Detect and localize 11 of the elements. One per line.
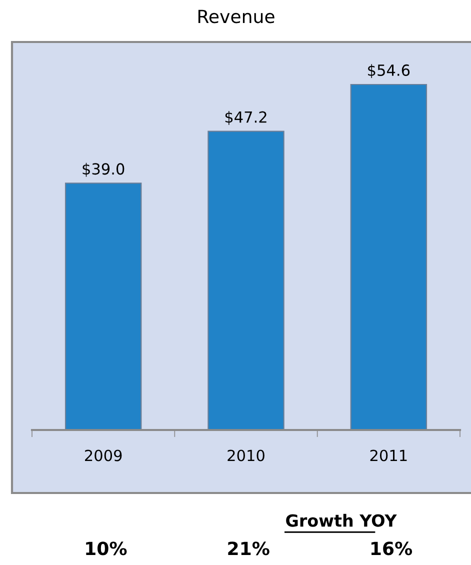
data-label: $47.2: [225, 110, 266, 125]
x-tick-label: 2009: [85, 450, 122, 462]
data-label: $39.0: [82, 162, 124, 177]
x-tick-label: 2011: [370, 450, 407, 462]
x-tick-label: 2010: [228, 450, 264, 462]
text: Growth YOY: [286, 514, 397, 527]
text: 21%: [228, 542, 270, 556]
text: 10%: [86, 542, 127, 556]
text: 16%: [371, 542, 412, 556]
chart-title: Revenue: [198, 10, 274, 24]
data-label: $54.6: [368, 64, 410, 78]
